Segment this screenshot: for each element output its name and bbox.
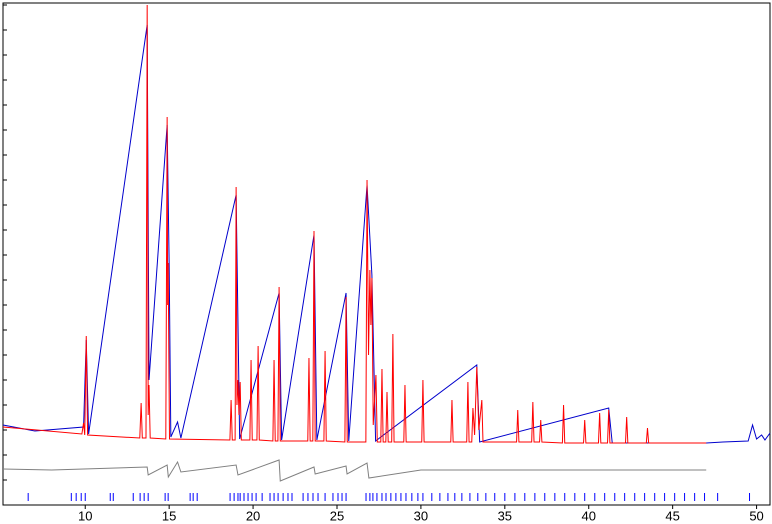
x-tick-label: 40 xyxy=(582,508,596,523)
x-tick-label: 25 xyxy=(330,508,344,523)
x-tick-label: 20 xyxy=(246,508,260,523)
profile-line xyxy=(2,24,771,444)
x-tick-label: 50 xyxy=(749,508,763,523)
x-tick-label: 35 xyxy=(498,508,512,523)
x-tick-label: 10 xyxy=(78,508,92,523)
x-tick-label: 15 xyxy=(162,508,176,523)
x-tick-label: 30 xyxy=(414,508,428,523)
x-tick-label: 45 xyxy=(665,508,679,523)
profile-line xyxy=(2,459,707,482)
profile-line xyxy=(2,4,707,444)
